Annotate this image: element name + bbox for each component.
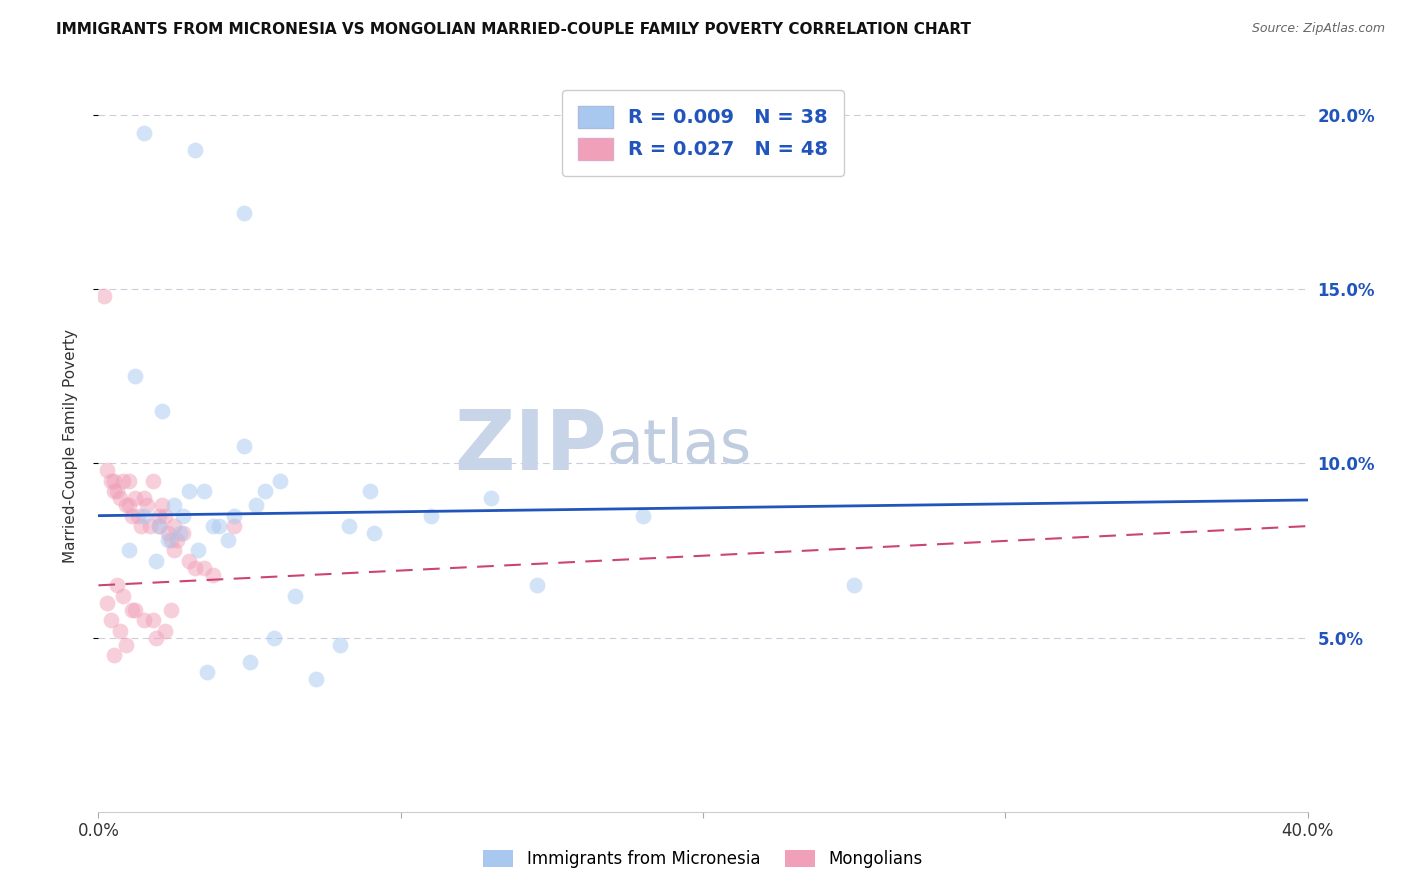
- Text: ZIP: ZIP: [454, 406, 606, 486]
- Point: [108, 491, 131, 506]
- Point: [202, 567, 225, 582]
- Point: [103, 648, 125, 662]
- Point: [129, 519, 152, 533]
- Point: [179, 484, 201, 499]
- Point: [169, 526, 191, 541]
- Point: [337, 519, 360, 533]
- Point: [263, 631, 285, 645]
- Legend: Immigrants from Micronesia, Mongolians: Immigrants from Micronesia, Mongolians: [477, 843, 929, 875]
- Point: [217, 533, 239, 547]
- Point: [148, 519, 170, 533]
- Point: [103, 484, 125, 499]
- Point: [96, 463, 118, 477]
- Point: [193, 484, 215, 499]
- Point: [172, 526, 194, 541]
- Point: [148, 519, 170, 533]
- Point: [150, 404, 173, 418]
- Point: [844, 578, 866, 592]
- Point: [114, 498, 136, 512]
- Point: [187, 543, 209, 558]
- Point: [93, 289, 115, 303]
- Point: [526, 578, 548, 592]
- Point: [202, 519, 225, 533]
- Point: [142, 474, 165, 488]
- Point: [245, 498, 267, 512]
- Point: [153, 508, 176, 523]
- Point: [208, 519, 231, 533]
- Point: [132, 491, 155, 506]
- Point: [253, 484, 276, 499]
- Point: [481, 491, 503, 506]
- Y-axis label: Married-Couple Family Poverty: Married-Couple Family Poverty: [63, 329, 77, 563]
- Point: [124, 369, 146, 384]
- Point: [96, 596, 118, 610]
- Point: [132, 508, 155, 523]
- Point: [239, 655, 262, 669]
- Point: [163, 498, 186, 512]
- Text: IMMIGRANTS FROM MICRONESIA VS MONGOLIAN MARRIED-COUPLE FAMILY POVERTY CORRELATIO: IMMIGRANTS FROM MICRONESIA VS MONGOLIAN …: [56, 22, 972, 37]
- Point: [363, 526, 385, 541]
- Point: [108, 624, 131, 638]
- Text: atlas: atlas: [606, 417, 751, 475]
- Point: [105, 484, 128, 499]
- Point: [118, 474, 141, 488]
- Point: [160, 533, 183, 547]
- Point: [150, 498, 173, 512]
- Point: [193, 561, 215, 575]
- Point: [360, 484, 382, 499]
- Point: [111, 474, 134, 488]
- Point: [124, 491, 146, 506]
- Point: [631, 508, 654, 523]
- Point: [121, 508, 143, 523]
- Text: Source: ZipAtlas.com: Source: ZipAtlas.com: [1251, 22, 1385, 36]
- Point: [179, 554, 201, 568]
- Point: [118, 498, 141, 512]
- Point: [195, 665, 218, 680]
- Point: [160, 603, 183, 617]
- Point: [124, 603, 146, 617]
- Point: [156, 526, 179, 541]
- Point: [127, 508, 149, 523]
- Point: [105, 578, 128, 592]
- Point: [148, 508, 170, 523]
- Point: [145, 631, 167, 645]
- Point: [172, 508, 194, 523]
- Point: [224, 508, 246, 523]
- Point: [329, 638, 352, 652]
- Point: [184, 561, 207, 575]
- Point: [135, 498, 157, 512]
- Point: [114, 638, 136, 652]
- Point: [232, 205, 254, 219]
- Point: [132, 613, 155, 627]
- Point: [163, 543, 186, 558]
- Point: [139, 519, 162, 533]
- Point: [284, 589, 307, 603]
- Point: [153, 624, 176, 638]
- Point: [224, 519, 246, 533]
- Point: [142, 613, 165, 627]
- Point: [166, 533, 188, 547]
- Point: [100, 613, 122, 627]
- Point: [100, 474, 122, 488]
- Point: [232, 439, 254, 453]
- Point: [118, 543, 141, 558]
- Point: [156, 533, 179, 547]
- Point: [121, 603, 143, 617]
- Point: [420, 508, 443, 523]
- Point: [145, 554, 167, 568]
- Point: [163, 519, 186, 533]
- Point: [305, 673, 328, 687]
- Legend: R = 0.009   N = 38, R = 0.027   N = 48: R = 0.009 N = 38, R = 0.027 N = 48: [562, 90, 844, 176]
- Point: [111, 589, 134, 603]
- Point: [269, 474, 291, 488]
- Point: [103, 474, 125, 488]
- Point: [132, 126, 155, 140]
- Point: [184, 143, 207, 157]
